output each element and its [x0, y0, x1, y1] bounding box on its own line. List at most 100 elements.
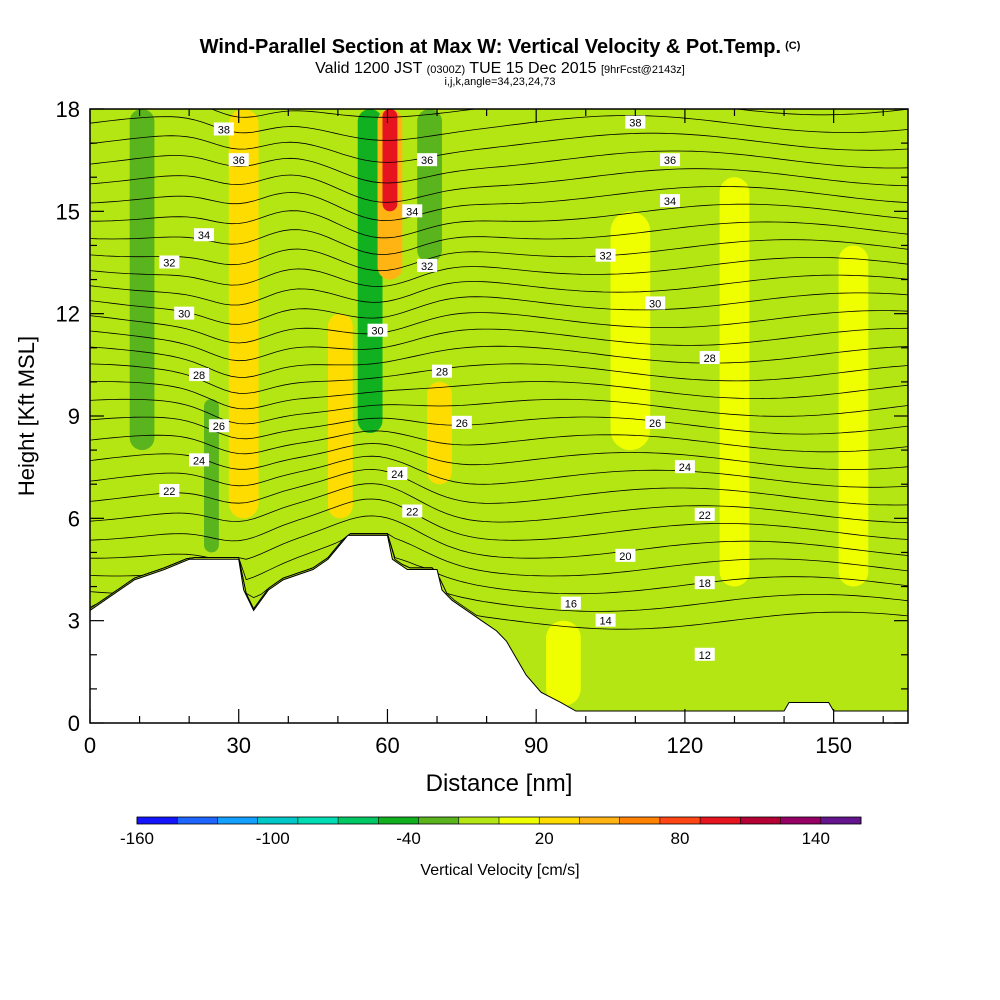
colorbar-swatch [177, 817, 218, 824]
isentrope-label-bg [560, 596, 581, 610]
copyright-mark: (C) [785, 40, 801, 52]
isentrope-label: 18 [699, 578, 711, 590]
isentrope-label-bg [625, 115, 646, 129]
isentrope-label-bg [699, 351, 720, 365]
isentrope-17 [90, 468, 908, 506]
velocity-band [129, 109, 155, 451]
colorbar-tick-label: 20 [535, 829, 554, 848]
colorbar-swatch [780, 817, 821, 824]
velocity-band [357, 109, 383, 434]
isentrope-label: 30 [649, 298, 661, 310]
colorbar-swatch [619, 817, 660, 824]
y-tick-label: 6 [68, 506, 80, 531]
isentrope-23 [90, 381, 908, 410]
isentrope-29 [90, 274, 908, 306]
colorbar-tick-label: -100 [256, 829, 290, 848]
isentrope-label-bg [189, 453, 210, 467]
isentrope-label: 34 [198, 230, 210, 242]
isentrope-39 [210, 109, 908, 118]
chart-title-text: Wind-Parallel Section at Max W: Vertical… [199, 36, 782, 58]
isentrope-label: 28 [704, 353, 716, 365]
isentrope-37 [90, 132, 908, 163]
isentrope-15 [90, 498, 908, 542]
isentrope-label-bg [674, 460, 695, 474]
isentrope-label: 28 [193, 370, 205, 382]
chart-subtitle: Valid 1200 JST (0300Z) TUE 15 Dec 2015 [… [0, 60, 1000, 78]
isentrope-labels: 38 38 36 36 36 34 34 34 32 32 32 30 30 30 28 28 28 26 26 26… [159, 115, 720, 662]
isentrope-21 [90, 416, 908, 440]
colorbar-tick-label: 80 [671, 829, 690, 848]
isentrope-label-bg [595, 248, 616, 262]
y-tick-label: 15 [56, 199, 80, 224]
colorbar-swatch [539, 817, 580, 824]
x-tick-label: 60 [375, 733, 399, 758]
isentrope-label-bg [615, 548, 636, 562]
chart-title: Wind-Parallel Section at Max W: Vertical… [0, 36, 1000, 59]
x-tick-label: 150 [815, 733, 852, 758]
isentrope-26 [90, 327, 908, 362]
x-axis-ticks: 0 30 60 90 120 150 [84, 109, 884, 758]
isentrope-label-bg [645, 296, 666, 310]
isentrope-label: 36 [664, 155, 676, 167]
colorbar-swatch [137, 817, 178, 824]
isentrope-30 [90, 256, 908, 288]
colorbar-swatch [820, 817, 861, 824]
isentrope-36 [90, 150, 908, 184]
isentrope-label-bg [417, 258, 438, 272]
isentrope-25 [90, 345, 908, 378]
isentrope-32 [90, 221, 908, 255]
isentrope-label: 14 [599, 616, 611, 628]
isentrope-label: 34 [406, 206, 418, 218]
colorbar-swatch [418, 817, 459, 824]
isentrope-16 [90, 483, 908, 524]
isentrope-label: 38 [629, 118, 641, 130]
colorbar-swatch [740, 817, 781, 824]
isentrope-label: 24 [193, 455, 205, 467]
isentrope-label: 38 [218, 124, 230, 136]
isentrope-label-bg [402, 204, 423, 218]
y-tick-label: 9 [68, 404, 80, 429]
x-tick-label: 90 [524, 733, 548, 758]
isentrope-label: 12 [699, 650, 711, 662]
x-tick-label: 0 [84, 733, 96, 758]
isentrope-label-bg [402, 504, 423, 518]
colorbar-tick-label: 140 [802, 829, 830, 848]
isentrope-27 [90, 310, 908, 344]
valid-utc: (0300Z) [426, 64, 466, 76]
colorbar-swatch [378, 817, 419, 824]
colorbar-swatch [458, 817, 499, 824]
colorbar-swatch [338, 817, 379, 824]
velocity-band [427, 381, 452, 485]
y-tick-label: 18 [56, 97, 80, 122]
valid-time: Valid 1200 JST [315, 60, 423, 77]
colorbar-swatch [499, 817, 540, 824]
isentrope-label: 26 [456, 418, 468, 430]
isentrope-label: 22 [163, 486, 175, 498]
colorbar-swatch [217, 817, 258, 824]
y-tick-label: 3 [68, 609, 80, 634]
isentrope-label-bg [213, 122, 234, 136]
isentrope-33 [90, 203, 908, 239]
isentrope-label-bg [387, 466, 408, 480]
isentrope-label: 24 [679, 462, 691, 474]
isentrope-label-bg [228, 153, 249, 167]
colorbar-tick-label: -160 [120, 829, 154, 848]
isentrope-label: 26 [213, 421, 225, 433]
y-axis-label: Height [Kft MSL] [14, 336, 39, 496]
isentrope-label-bg [174, 306, 195, 320]
isentrope-label-bg [431, 364, 452, 378]
isentrope-label: 32 [163, 258, 175, 270]
isentrope-label-bg [660, 194, 681, 208]
isentrope-28 [90, 292, 908, 325]
isentrope-20 [90, 430, 908, 455]
isentrope-label: 34 [664, 196, 676, 208]
x-tick-label: 30 [226, 733, 250, 758]
colorbar-swatch [659, 817, 701, 824]
forecast-info: [9hrFcst@2143z] [600, 64, 685, 76]
chart-params: i,j,k,angle=34,23,24,73 [444, 76, 556, 88]
terrain [89, 534, 909, 724]
velocity-band [382, 109, 398, 212]
isentrope-label-bg [367, 323, 388, 337]
